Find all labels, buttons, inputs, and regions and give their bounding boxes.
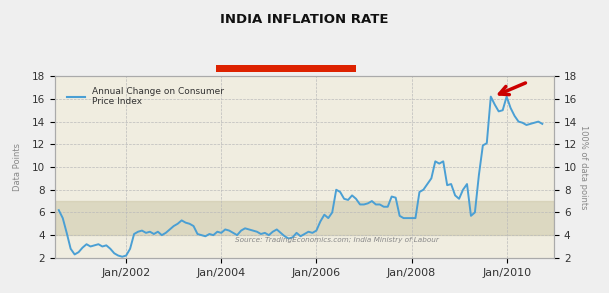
Legend: Annual Change on Consumer
Price Index: Annual Change on Consumer Price Index	[65, 84, 227, 109]
Text: Source: TradingEconomics.com; India Ministry of Labour: Source: TradingEconomics.com; India Mini…	[234, 237, 438, 243]
Y-axis label: 100% of data points: 100% of data points	[579, 125, 588, 209]
Text: INDIA INFLATION RATE: INDIA INFLATION RATE	[220, 13, 389, 26]
Bar	[55, 201, 554, 235]
Text: Data Points: Data Points	[13, 143, 22, 191]
